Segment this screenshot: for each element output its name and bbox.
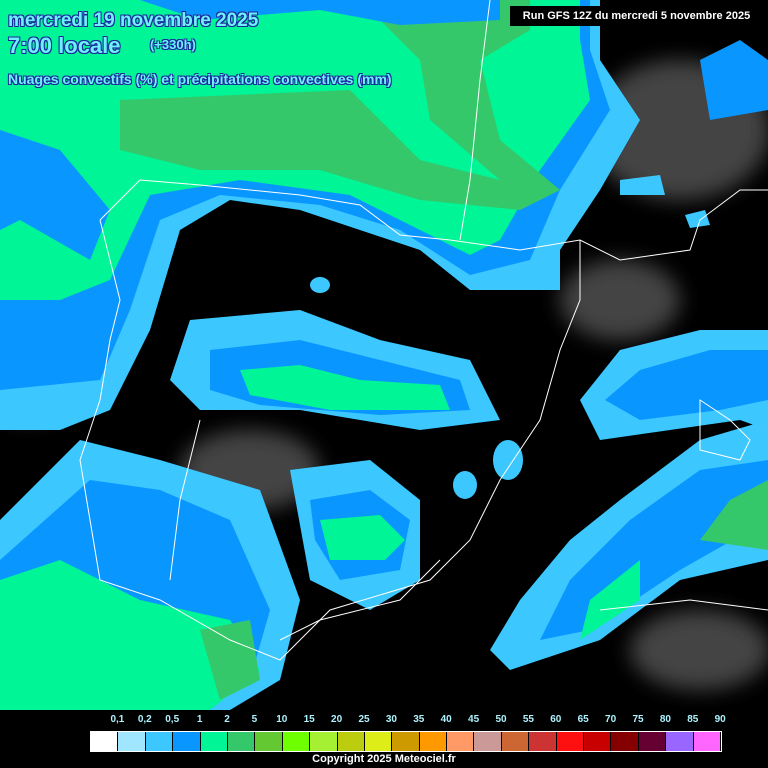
legend-label: 5 bbox=[251, 714, 258, 725]
legend-label: 1 bbox=[196, 714, 203, 725]
legend-label: 60 bbox=[550, 714, 562, 725]
legend-swatch bbox=[638, 732, 667, 751]
legend-swatch bbox=[584, 732, 612, 751]
forecast-lead-time: (+330h) bbox=[150, 37, 196, 52]
legend-swatch bbox=[200, 732, 228, 751]
legend-swatch bbox=[227, 732, 256, 751]
legend-swatch bbox=[145, 732, 174, 751]
legend-swatch bbox=[447, 732, 475, 751]
legend-label: 65 bbox=[577, 714, 589, 725]
precipitation-layer bbox=[0, 0, 768, 710]
parameter-title: Nuages convectifs (%) et précipitations … bbox=[8, 71, 392, 87]
legend-swatch bbox=[310, 732, 338, 751]
legend-swatch bbox=[91, 732, 119, 751]
legend-swatch bbox=[392, 732, 420, 751]
legend-label: 55 bbox=[522, 714, 534, 725]
legend-label: 20 bbox=[331, 714, 343, 725]
model-run-label: Run GFS 12Z du mercredi 5 novembre 2025 bbox=[510, 6, 763, 26]
legend-label: 75 bbox=[632, 714, 644, 725]
legend-label: 30 bbox=[385, 714, 397, 725]
legend-label: 25 bbox=[358, 714, 370, 725]
legend-label: 85 bbox=[687, 714, 699, 725]
legend-label: 0,2 bbox=[137, 714, 152, 725]
legend-label: 35 bbox=[413, 714, 425, 725]
legend-swatch bbox=[611, 732, 639, 751]
legend-label: 70 bbox=[605, 714, 617, 725]
legend-label: 40 bbox=[440, 714, 452, 725]
legend-swatch bbox=[173, 732, 201, 751]
legend-label: 90 bbox=[714, 714, 726, 725]
legend-swatch bbox=[282, 732, 311, 751]
country-borders bbox=[79, 0, 768, 661]
legend-swatch bbox=[255, 732, 283, 751]
legend-swatch bbox=[337, 732, 365, 751]
legend-label: 10 bbox=[276, 714, 288, 725]
forecast-hour: 7:00 locale bbox=[8, 33, 121, 58]
legend-swatch bbox=[419, 732, 448, 751]
legend-label: 50 bbox=[495, 714, 507, 725]
copyright: Copyright 2025 Meteociel.fr bbox=[312, 753, 456, 765]
legend-label: 45 bbox=[468, 714, 480, 725]
legend-swatch bbox=[693, 732, 721, 751]
legend-swatch bbox=[666, 732, 694, 751]
legend-swatch bbox=[529, 732, 557, 751]
legend-label: 15 bbox=[303, 714, 315, 725]
legend-label: 2 bbox=[224, 714, 230, 725]
legend-swatch bbox=[364, 732, 393, 751]
color-scale-legend bbox=[90, 731, 722, 752]
legend-label: 80 bbox=[659, 714, 671, 725]
legend-label: 0,5 bbox=[165, 714, 180, 725]
legend-label: 0,1 bbox=[110, 714, 125, 725]
legend-swatch bbox=[556, 732, 585, 751]
legend-swatch bbox=[118, 732, 146, 751]
forecast-date: mercredi 19 novembre 2025 bbox=[8, 10, 259, 31]
legend-swatch bbox=[474, 732, 502, 751]
legend-swatch bbox=[501, 732, 530, 751]
